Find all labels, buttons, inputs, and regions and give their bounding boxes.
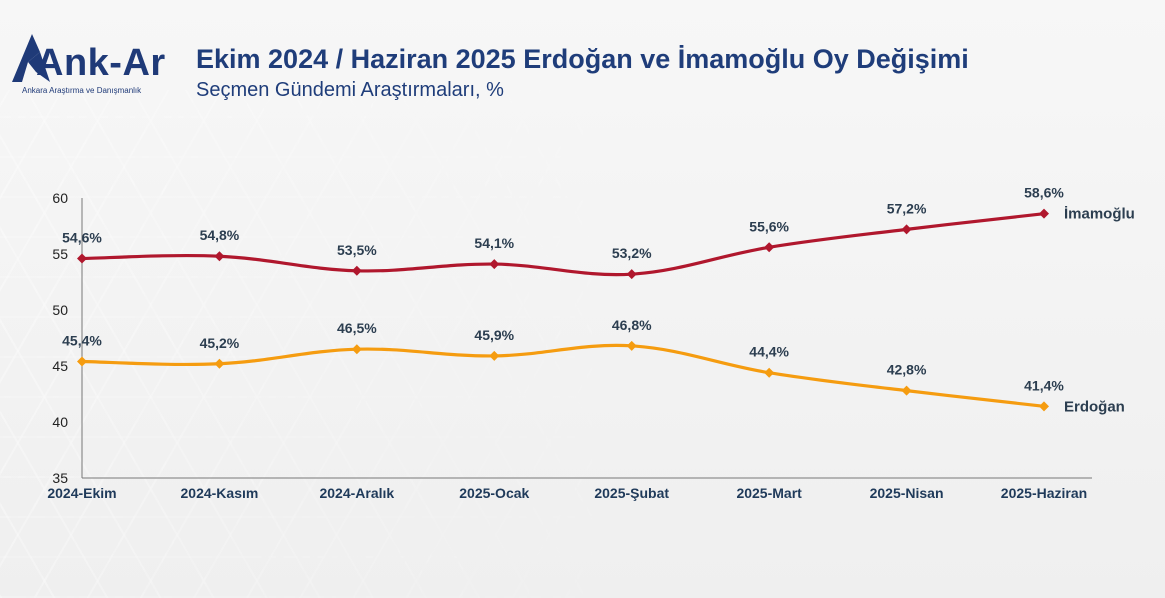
logo-mark-icon bbox=[12, 34, 50, 82]
page-title: Ekim 2024 / Haziran 2025 Erdoğan ve İmam… bbox=[196, 44, 969, 74]
x-tick-label: 2025-Şubat bbox=[594, 485, 669, 501]
page-subtitle: Seçmen Gündemi Araştırmaları, % bbox=[196, 79, 504, 101]
data-label-imamoglu: 54,1% bbox=[474, 235, 514, 251]
data-point-imamoglu bbox=[489, 259, 500, 270]
data-label-erdogan: 42,8% bbox=[887, 362, 927, 378]
logo: Ank-Ar Ankara Araştırma ve Danışmanlık bbox=[10, 30, 180, 100]
y-tick-label: 60 bbox=[52, 190, 68, 206]
data-label-imamoglu: 58,6% bbox=[1024, 185, 1064, 201]
data-point-imamoglu bbox=[1039, 208, 1049, 219]
data-point-erdogan bbox=[214, 358, 225, 369]
series-line-imamoglu bbox=[80, 212, 1046, 277]
data-label-erdogan: 46,8% bbox=[612, 317, 652, 333]
x-tick-label: 2025-Nisan bbox=[870, 485, 944, 501]
data-point-erdogan bbox=[901, 385, 912, 396]
chart-series bbox=[77, 208, 1049, 412]
data-label-erdogan: 46,5% bbox=[337, 320, 377, 336]
data-label-imamoglu: 57,2% bbox=[887, 200, 927, 216]
data-label-imamoglu: 53,5% bbox=[337, 242, 377, 258]
data-label-erdogan: 41,4% bbox=[1024, 377, 1064, 393]
data-point-imamoglu bbox=[77, 253, 87, 264]
series-line-erdogan bbox=[80, 343, 1046, 408]
x-tick-label: 2025-Ocak bbox=[459, 485, 529, 501]
y-tick-label: 55 bbox=[52, 246, 68, 262]
data-label-imamoglu: 54,6% bbox=[62, 229, 102, 245]
data-point-erdogan bbox=[351, 344, 362, 355]
x-tick-label: 2025-Haziran bbox=[1001, 485, 1087, 501]
data-label-erdogan: 45,9% bbox=[474, 327, 514, 343]
x-tick-label: 2024-Aralık bbox=[319, 485, 394, 501]
data-point-imamoglu bbox=[214, 251, 225, 262]
data-point-erdogan bbox=[489, 350, 500, 361]
data-point-erdogan bbox=[764, 367, 775, 378]
data-label-imamoglu: 54,8% bbox=[200, 227, 240, 243]
data-label-imamoglu: 53,2% bbox=[612, 245, 652, 261]
logo-wordmark: Ank-Ar bbox=[36, 42, 166, 84]
data-point-imamoglu bbox=[901, 224, 912, 235]
y-tick-label: 45 bbox=[52, 358, 68, 374]
x-tick-label: 2025-Mart bbox=[736, 485, 802, 501]
background-pattern bbox=[0, 90, 620, 598]
data-point-imamoglu bbox=[626, 269, 637, 280]
data-point-erdogan bbox=[1039, 401, 1049, 412]
data-point-erdogan bbox=[77, 356, 87, 367]
y-tick-label: 35 bbox=[52, 470, 68, 486]
logo-tagline: Ankara Araştırma ve Danışmanlık bbox=[22, 86, 142, 95]
data-point-imamoglu bbox=[351, 265, 362, 276]
data-point-erdogan bbox=[626, 340, 637, 351]
chart-axes: 35 40 45 50 55 60 2024-Ekim 2024-Kasım 2024-Aral… bbox=[47, 190, 1092, 501]
y-tick-label: 50 bbox=[52, 302, 68, 318]
series-name-imamoglu: İmamoğlu bbox=[1064, 206, 1135, 223]
data-label-imamoglu: 55,6% bbox=[749, 218, 789, 234]
data-label-erdogan: 45,2% bbox=[200, 335, 240, 351]
x-tick-label: 2024-Kasım bbox=[181, 485, 259, 501]
chart-labels: 54,6% 54,8% 53,5% 54,1% 53,2% 55,6% 57,2% 58,6%… bbox=[62, 185, 1135, 416]
y-tick-label: 40 bbox=[52, 414, 68, 430]
data-label-erdogan: 45,4% bbox=[62, 333, 102, 349]
series-name-erdogan: Erdoğan bbox=[1064, 398, 1125, 415]
data-point-imamoglu bbox=[764, 242, 775, 253]
data-label-erdogan: 44,4% bbox=[749, 344, 789, 360]
x-tick-label: 2024-Ekim bbox=[47, 485, 116, 501]
